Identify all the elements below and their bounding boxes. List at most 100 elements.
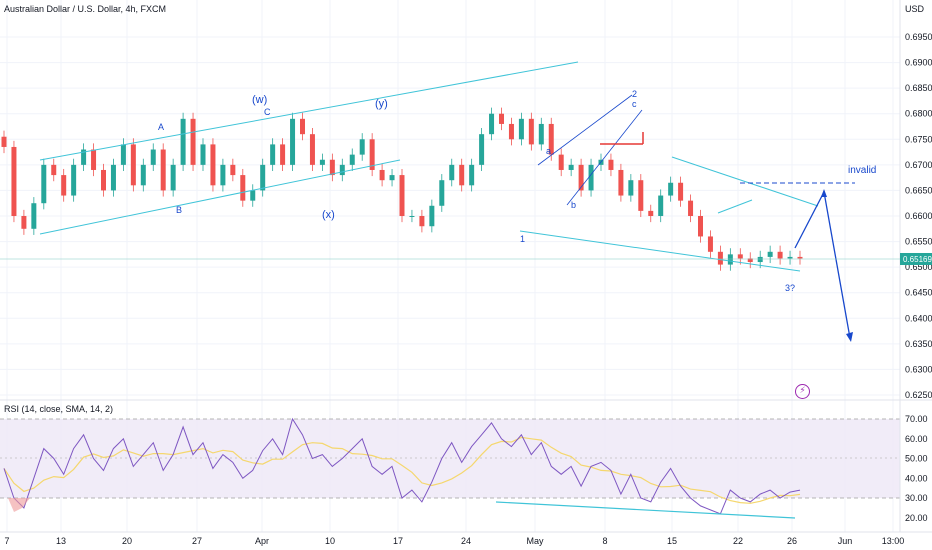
rsi-tick-label: 40.00: [905, 473, 928, 483]
invalid-label: invalid: [848, 165, 876, 176]
price-badge: [900, 253, 932, 265]
candle-body: [329, 159, 335, 176]
candle-body: [459, 164, 465, 186]
candle-body: [678, 182, 684, 201]
rsi-tick-label: 20.00: [905, 513, 928, 523]
candle-body: [469, 164, 475, 186]
candle-body: [737, 254, 743, 259]
candle-body: [548, 123, 554, 155]
rsi-tick-label: 30.00: [905, 493, 928, 503]
falling-channel-upper[interactable]: [671, 156, 819, 207]
candle-body: [698, 216, 703, 237]
projection-arrow-down: [846, 332, 853, 342]
time-tick-label: 8: [602, 536, 607, 546]
candle-body: [628, 180, 634, 196]
currency-label: USD: [905, 4, 925, 14]
candle-body: [359, 139, 365, 155]
wave1-to-3-line[interactable]: [519, 230, 801, 272]
candle-body: [578, 164, 584, 191]
candle-body: [220, 164, 226, 186]
candle-body: [658, 195, 664, 216]
wedge-lower-line[interactable]: [566, 109, 643, 206]
candle-body: [518, 118, 524, 140]
time-tick-label: 15: [667, 536, 677, 546]
time-tick-label: 24: [461, 536, 471, 546]
wave-label-a: a: [546, 146, 551, 156]
time-tick-label: 27: [192, 536, 202, 546]
lightning-bolt-icon[interactable]: ⚡: [795, 384, 810, 399]
rsi-line: [3, 417, 801, 515]
candle-body: [1, 136, 7, 147]
wave-label-2: 2: [632, 89, 637, 99]
candle-body: [717, 251, 723, 265]
candle-body: [349, 154, 355, 165]
candle-body: [41, 164, 47, 204]
candle-body: [71, 164, 77, 196]
candle-body: [499, 113, 504, 124]
candle-body: [91, 149, 97, 170]
candle-body: [588, 164, 594, 191]
wave-labels: (w) (x) (y) A B C a b c 1 2 3? invalid: [158, 89, 876, 293]
wave-label-1: 1: [520, 234, 525, 244]
candle-body: [767, 251, 773, 257]
time-tick-label: 26: [787, 536, 797, 546]
candle-body: [210, 144, 216, 186]
rsi-pane[interactable]: [3, 417, 801, 519]
candle-body: [419, 216, 425, 227]
candle-body: [61, 175, 67, 196]
candle-body: [170, 164, 176, 191]
candle-body: [747, 258, 753, 263]
projection-path[interactable]: [794, 189, 851, 339]
rsi-divergence-line[interactable]: [495, 501, 796, 519]
candle-body: [140, 164, 146, 186]
candle-body: [409, 216, 415, 217]
time-tick-label: 13:00: [882, 536, 905, 546]
symbol-title: Australian Dollar / U.S. Dollar, 4h, FXC…: [4, 4, 166, 14]
price-badge-text: 0.65169: [903, 255, 932, 264]
candle-body: [120, 144, 126, 165]
candle-body: [180, 118, 186, 165]
rsi-axis-labels: 70.00 60.00 50.00 40.00 30.00 20.00: [905, 414, 928, 523]
candle-body: [31, 203, 37, 229]
time-tick-label: 10: [325, 536, 335, 546]
candle-body: [130, 144, 136, 186]
rsi-tick-label: 60.00: [905, 434, 928, 444]
wave-label-b: b: [571, 200, 576, 210]
flag-line[interactable]: [717, 199, 753, 214]
candle-body: [688, 200, 694, 216]
candle-body: [319, 159, 325, 165]
drawings[interactable]: [0, 61, 900, 342]
candle-body: [389, 175, 395, 181]
rsi-tick-label: 50.00: [905, 454, 928, 464]
rsi-sma-line: [3, 436, 801, 504]
wave-label-y: (y): [375, 98, 388, 110]
candle-body: [230, 164, 236, 176]
candle-body: [707, 236, 713, 252]
rsi-overbought-band: [0, 419, 900, 498]
candle-body: [618, 169, 624, 196]
candle-body: [110, 164, 116, 191]
candle-body: [508, 123, 514, 140]
wave-label-A: A: [158, 122, 164, 132]
candles-group: [1, 107, 803, 271]
candle-body: [757, 256, 763, 263]
channel-lower-line[interactable]: [39, 159, 401, 235]
candle-body: [558, 154, 564, 170]
candle-body: [51, 164, 57, 176]
candle-body: [300, 118, 305, 135]
candle-body: [240, 175, 246, 201]
wedge-upper-line[interactable]: [537, 94, 633, 166]
time-tick-label: 7: [4, 536, 9, 546]
time-tick-label: Jun: [838, 536, 853, 546]
wave-label-x: (x): [322, 209, 335, 221]
time-tick-label: 22: [733, 536, 743, 546]
channel-upper-line[interactable]: [39, 61, 579, 161]
